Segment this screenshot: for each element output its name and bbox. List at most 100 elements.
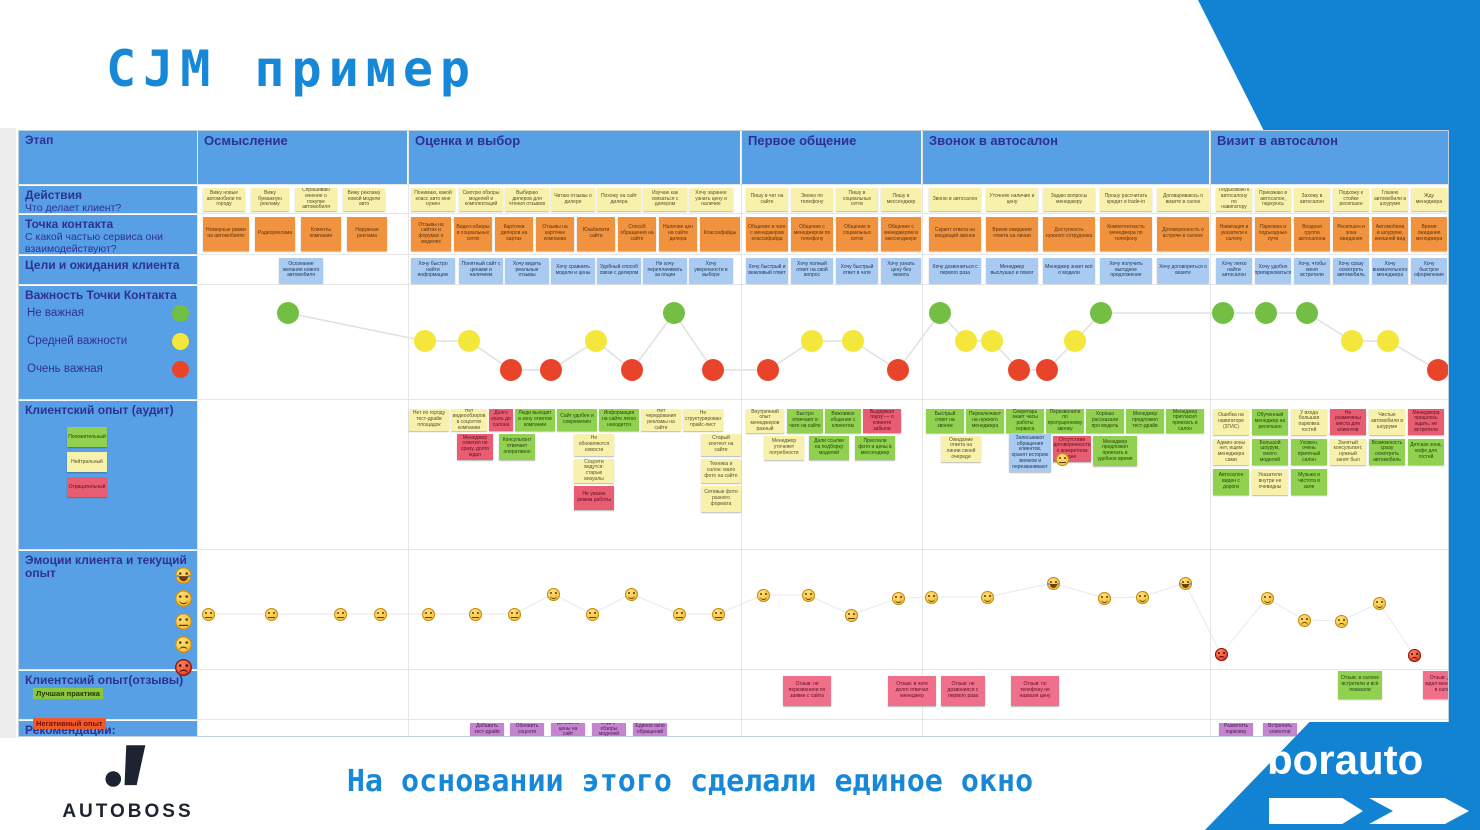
- sticky-note: Отзывы на сайтах и форумах о моделях: [411, 217, 451, 251]
- sticky-note: Хочу заранее узнать цену и наличие: [689, 188, 733, 211]
- importance-dot: [955, 330, 977, 352]
- sticky-note: Люди выходят в зону ответов компании: [515, 409, 555, 431]
- emotion-emoji-icon: [845, 609, 858, 622]
- sticky-note: Не хочу переплачивать за опции: [643, 258, 687, 283]
- borauto-arrow-icon: [1269, 798, 1363, 824]
- sticky-note: Видео-обзоры в социальных сетях: [454, 217, 492, 251]
- sticky-note: Менеджер предложил приехать в удобное вр…: [1093, 436, 1137, 466]
- sticky-note: Менеджер выслушал и помог: [986, 258, 1038, 283]
- row-header: Клиентский опыт (аудит): [19, 401, 197, 549]
- importance-dot: [702, 359, 724, 381]
- importance-dot: [1036, 359, 1058, 381]
- sticky-note: Занятый консультант, нужный занят был: [1330, 439, 1366, 465]
- sticky-note: Звоню по телефону: [791, 188, 833, 211]
- importance-dot: [1212, 302, 1234, 324]
- sticky-note: Общение в социальных сетях: [836, 217, 878, 251]
- side-banner-right: [1447, 130, 1480, 730]
- emotion-emoji-icon: [1335, 615, 1348, 628]
- sticky-note: Отзыв: по телефону не назвали цену: [1011, 676, 1059, 706]
- sticky-note: Скрипт ответа на входящий звонок: [929, 217, 981, 251]
- page-title: CJM пример: [106, 40, 478, 98]
- column-header: Осмысление: [198, 131, 407, 184]
- sticky-note: Указатели внутри не очевидны: [1252, 469, 1288, 495]
- importance-legend: Не важная Средней важности Очень важная: [27, 299, 195, 383]
- legend-label: Очень важная: [27, 363, 103, 375]
- emotion-emoji-icon: [1056, 453, 1069, 466]
- sticky-note: Пишу в чат на сайте: [746, 188, 788, 211]
- sticky-note: Парковка и подъездные пути: [1255, 217, 1291, 251]
- emotion-emoji-icon: [673, 608, 686, 621]
- sticky-note: Менеджер предложил тест-драйв: [1126, 409, 1164, 433]
- sticky-note: Долго ехать до салона: [489, 409, 513, 431]
- cjm-board: Не важная Средней важности Очень важная …: [18, 130, 1449, 737]
- sticky-note: Клиенты компании: [301, 217, 341, 251]
- sticky-note: Хочу дозвониться с первого раза: [929, 258, 981, 283]
- importance-dot: [1090, 302, 1112, 324]
- sticky-note: Похожу на сайт дилера: [597, 188, 641, 211]
- importance-dot: [1427, 359, 1448, 381]
- sticky-note: Сайт удобен и современен: [557, 409, 597, 431]
- sticky-note: Задаю вопросы менеджеру: [1043, 188, 1095, 211]
- sticky-note: Карточки дилеров на картах: [495, 217, 533, 251]
- sticky-note: Большой шоурум, много моделей: [1252, 439, 1288, 465]
- sticky-note: Консультант отвечает оперативно: [499, 434, 535, 460]
- sticky-note: Хочу получить выгодное предложение: [1100, 258, 1152, 283]
- sticky-note: Навигация и указатели к салону: [1216, 217, 1252, 251]
- sticky-note: Пишу в мессенджер: [881, 188, 921, 211]
- grid-hline: [19, 213, 1448, 214]
- column-header: Первое общение: [742, 131, 921, 184]
- emotion-emoji-icon: [925, 591, 938, 604]
- emotion-emoji-icon: [374, 608, 387, 621]
- importance-dot: [1296, 302, 1318, 324]
- slide-edge: [0, 128, 16, 738]
- sticky-note: Соцсети ведутся: старые визуалы: [574, 459, 614, 483]
- sticky-note: Чистые автомобили в шоуруме: [1369, 409, 1405, 435]
- sticky-note: Отзыв: не перезвонили по заявке с сайта: [783, 676, 831, 706]
- importance-dot: [887, 359, 909, 381]
- emotion-emoji-icon: [547, 588, 560, 601]
- green-dot-icon: [172, 304, 189, 322]
- emotion-emoji-icon: [422, 608, 435, 621]
- sticky-note: Хочу легко найти автосалон: [1216, 258, 1252, 283]
- sticky-note: Общение с менеджером в мессенджере: [881, 217, 921, 251]
- sticky-note: Хочу узнать цену без визита: [881, 258, 921, 283]
- sticky-note: Хочу сравнить модели и цены: [551, 258, 595, 283]
- sticky-note: Добавить цены на сайт: [551, 723, 585, 736]
- importance-dot: [981, 330, 1003, 352]
- sticky-note: Менеджера пришлось ждать, не встретили: [1408, 409, 1444, 435]
- sticky-note: Дали ссылки на подборку моделей: [809, 436, 849, 460]
- borauto-logo-text: borauto: [1267, 736, 1424, 783]
- sticky-note: Вежливое общение с клиентом: [825, 409, 861, 433]
- sticky-note: Общение в чате с менеджером классифайда: [746, 217, 788, 251]
- column-header: Оценка и выбор: [409, 131, 740, 184]
- sticky-note: Единое окно обращений: [633, 723, 667, 736]
- sticky-note: Хочу внимательного менеджера: [1372, 258, 1408, 283]
- sticky-note: Внутренний опыт менеджеров разный: [746, 409, 784, 433]
- importance-dot: [1064, 330, 1086, 352]
- sticky-note: Хочу быстрый ответ в чате: [836, 258, 878, 283]
- emotion-emoji-icon: [757, 589, 770, 602]
- corner-banner-top-right: [1198, 0, 1480, 140]
- legend-negative-note: Отрицательный: [67, 477, 107, 497]
- borauto-logo-banner: borauto: [1205, 722, 1480, 830]
- sticky-note: Входная группа автосалона: [1294, 217, 1330, 251]
- emotion-emoji-icon: [469, 608, 482, 621]
- importance-dot: [1255, 302, 1277, 324]
- grid-vline: [922, 131, 923, 736]
- sticky-note: Время ожидания менеджера: [1411, 217, 1447, 251]
- sticky-note: Приезжаю в автосалон, паркуюсь: [1255, 188, 1291, 211]
- sticky-note: Быстрый ответ на звонок: [926, 409, 964, 433]
- sticky-note: Подъезжаю к автосалону по навигатору: [1216, 188, 1252, 211]
- emotion-emoji-icon: [802, 589, 815, 602]
- sticky-note: Прислали фото и цены в мессенджер: [855, 436, 895, 460]
- sticky-note: Понятный сайт с ценами и наличием: [459, 258, 503, 283]
- importance-dot: [500, 359, 522, 381]
- sticky-note: Жду менеджера: [1411, 188, 1447, 211]
- row-header: Важность Точки Контакта: [19, 286, 197, 399]
- emotion-emoji-icon: [1215, 648, 1228, 661]
- grid-vline: [741, 131, 742, 736]
- sticky-note: Хочу сразу осмотреть автомобиль: [1333, 258, 1369, 283]
- red-dot-icon: [172, 360, 189, 378]
- sticky-note: Юзабилити сайта: [577, 217, 615, 251]
- emotion-emoji-icon: [1136, 591, 1149, 604]
